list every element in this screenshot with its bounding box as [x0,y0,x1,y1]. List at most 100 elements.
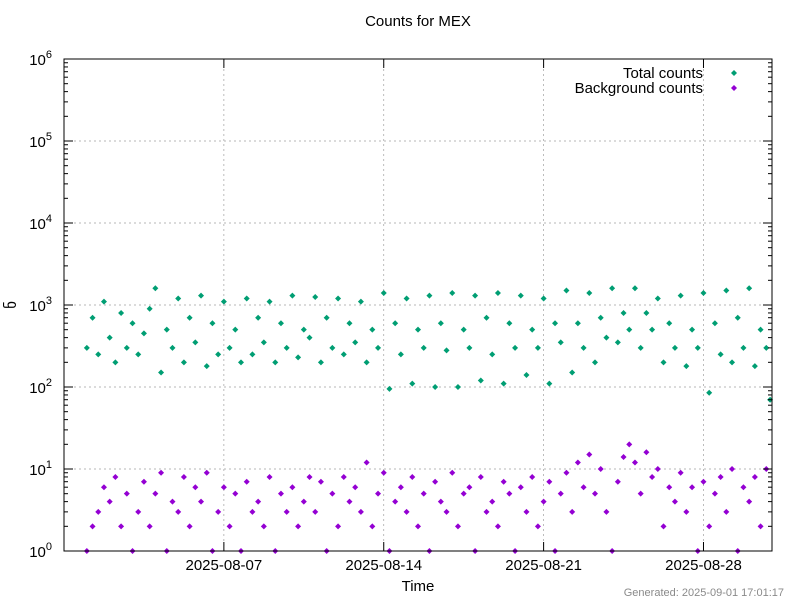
data-point [295,523,302,530]
data-point [123,344,130,351]
data-point [415,326,421,333]
data-point [226,344,233,351]
y-tick-label: 102 [29,377,52,397]
data-point [620,454,627,461]
data-point [175,508,182,515]
data-point [340,351,347,358]
data-point [700,478,707,485]
data-point [352,484,359,491]
data-point [563,469,570,476]
data-point [186,523,193,530]
data-point [483,314,490,321]
data-point [694,344,701,351]
legend-marker-total [731,70,737,76]
data-point [140,330,147,337]
data-point [89,314,96,321]
data-point [300,498,307,505]
y-axis-label: ნ [3,301,20,309]
data-point [220,298,227,305]
data-point [449,290,456,297]
generated-timestamp: Generated: 2025-09-01 17:01:17 [624,587,784,599]
data-point [295,354,302,361]
y-tick-label: 106 [29,49,52,69]
data-point [523,372,530,379]
data-point [317,478,324,485]
data-point [215,508,222,515]
data-point [277,490,284,497]
axis-ticks [64,58,772,552]
data-point [506,490,513,497]
data-point [380,290,387,297]
data-point [666,484,673,491]
data-point [255,314,262,321]
data-point [729,359,736,366]
data-point [106,498,113,505]
y-tick-label: 105 [29,131,52,151]
data-point [489,498,496,505]
data-point [243,478,250,485]
data-point [494,290,501,297]
data-point [534,523,541,530]
data-point [403,295,410,302]
data-point [466,484,473,491]
data-point [654,295,661,302]
legend: Total counts Background counts [575,65,737,97]
data-point [746,498,753,505]
data-point [614,339,621,346]
data-point [306,473,313,480]
data-point [180,473,187,480]
data-point [215,351,222,358]
data-point [198,498,205,505]
data-point [717,351,724,358]
data-point [363,459,370,466]
data-point [106,334,113,341]
data-point [523,508,530,515]
data-point [140,478,147,485]
data-point [95,351,102,358]
data-point [420,490,427,497]
data-point [432,384,439,390]
data-point [129,320,136,327]
data-point [192,484,199,491]
data-point [540,295,547,302]
data-point [392,498,399,505]
data-point [557,339,564,346]
x-tick-label: 2025-08-28 [665,557,742,574]
data-point [306,334,313,341]
data-point [666,320,673,327]
data-point [477,377,484,384]
data-point [477,473,484,480]
data-point [152,285,159,292]
data-point [346,320,353,327]
legend-label-total: Total counts [623,65,703,82]
data-point [186,314,193,321]
data-point [563,287,570,294]
data-point [135,508,142,515]
data-point [592,490,598,497]
data-point [95,508,102,515]
data-point [329,490,336,497]
data-point [89,523,96,530]
data-point [460,326,467,333]
data-point [677,292,684,299]
data-point [683,363,690,370]
data-point [243,295,250,302]
data-point [158,469,165,476]
data-point [569,369,576,376]
data-point [277,320,284,327]
data-point [375,344,382,351]
data-point [380,469,387,476]
data-point [746,285,753,292]
data-point [249,351,256,358]
data-point [415,523,421,530]
data-point [363,359,370,366]
data-point [283,344,290,351]
y-tick-label: 103 [29,295,52,315]
data-point [226,523,233,530]
data-point [375,490,382,497]
data-point [357,298,364,305]
data-point [146,523,153,530]
data-point [357,508,364,515]
data-point [729,466,736,472]
data-point [180,359,187,366]
